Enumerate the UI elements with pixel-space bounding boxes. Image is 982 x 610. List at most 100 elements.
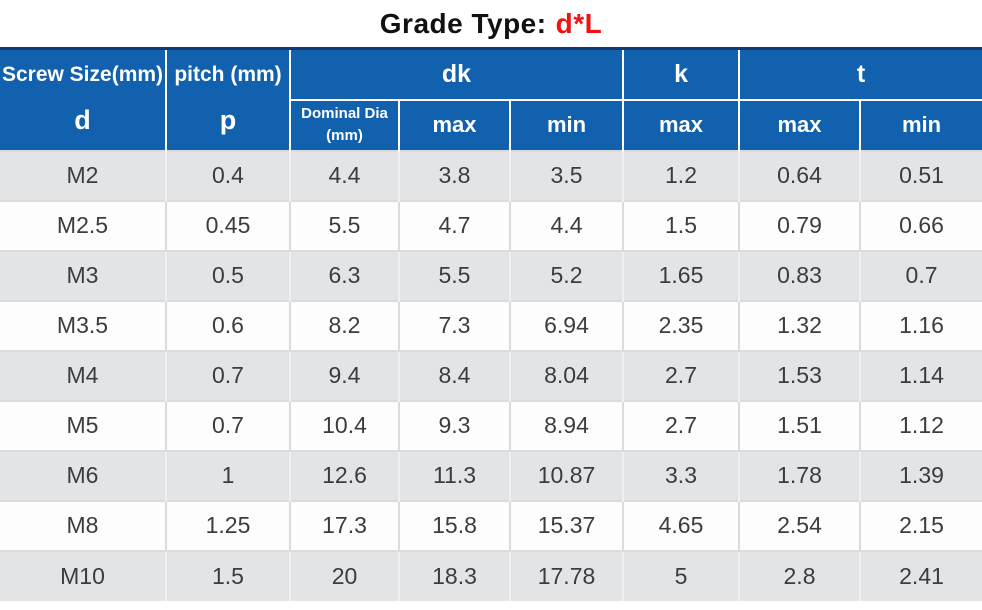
cell: 1.39 [859, 449, 982, 501]
table-row: M6 1 12.6 11.3 10.87 3.3 1.78 1.39 [0, 449, 982, 501]
cell: 18.3 [398, 549, 510, 601]
screw-spec-table: Screw Size(mm) d pitch (mm) p dk k t [0, 47, 982, 601]
header-screw-size-label: Screw Size(mm) [1, 63, 164, 87]
cell: 6.3 [289, 249, 399, 301]
page-title-grade-value: d*L [555, 7, 603, 39]
cell: 3.8 [398, 149, 510, 201]
cell: 17.3 [289, 499, 399, 551]
cell: 4.65 [622, 499, 740, 551]
cell: 1.14 [859, 349, 982, 401]
cell: 0.83 [738, 249, 861, 301]
header-cell-screw-size: Screw Size(mm) d [0, 48, 166, 151]
table-header: Screw Size(mm) d pitch (mm) p dk k t [0, 48, 982, 151]
cell: 0.7 [165, 349, 290, 401]
cell: 1.16 [859, 299, 982, 351]
cell: 2.7 [622, 349, 740, 401]
cell: 1 [165, 449, 290, 501]
cell: 5 [622, 549, 740, 601]
cell: 0.64 [738, 149, 861, 201]
cell: 0.6 [165, 299, 290, 351]
cell: 7.3 [398, 299, 510, 351]
cell: 0.4 [165, 149, 290, 201]
cell: 2.54 [738, 499, 861, 551]
table-body: M2 0.4 4.4 3.8 3.5 1.2 0.64 0.51 M2.5 0.45 5.5 4.7 4… [0, 149, 982, 601]
table-row: M2 0.4 4.4 3.8 3.5 1.2 0.64 0.51 [0, 149, 982, 201]
cell: 10.87 [508, 449, 624, 501]
cell: 9.3 [398, 399, 510, 451]
header-p-label: p [219, 105, 237, 136]
header-cell-t-max: max [738, 98, 861, 151]
cell: 3.5 [508, 149, 624, 201]
cell: 2.8 [738, 549, 861, 601]
header-cell-dk-min: min [508, 98, 624, 151]
cell: 4.4 [508, 199, 624, 251]
cell: M2 [0, 149, 166, 201]
cell: 1.5 [622, 199, 740, 251]
cell: 1.65 [622, 249, 740, 301]
table-row: M4 0.7 9.4 8.4 8.04 2.7 1.53 1.14 [0, 349, 982, 401]
cell: M10 [0, 549, 166, 601]
table-row: M3 0.5 6.3 5.5 5.2 1.65 0.83 0.7 [0, 249, 982, 301]
header-cell-t-min: min [859, 98, 982, 151]
header-cell-dk-group: dk [288, 48, 624, 100]
cell: 0.5 [165, 249, 290, 301]
page-title: Grade Type: d*L [0, 0, 982, 47]
cell: 1.25 [165, 499, 290, 551]
cell: 2.35 [622, 299, 740, 351]
cell: 17.78 [508, 549, 624, 601]
cell: 11.3 [398, 449, 510, 501]
cell: 20 [289, 549, 399, 601]
header-row-subcolumns: Dominal Dia (mm) max min max max min [0, 98, 982, 151]
cell: 10.4 [289, 399, 399, 451]
cell: 2.7 [622, 399, 740, 451]
cell: 1.12 [859, 399, 982, 451]
header-cell-dominal-dia: Dominal Dia (mm) [289, 98, 399, 151]
cell: M6 [0, 449, 166, 501]
header-d-label: d [74, 105, 91, 136]
cell: 5.2 [508, 249, 624, 301]
cell: 6.94 [508, 299, 624, 351]
cell: 8.94 [508, 399, 624, 451]
cell: M3 [0, 249, 166, 301]
cell: M5 [0, 399, 166, 451]
cell: 5.5 [289, 199, 399, 251]
cell: 0.79 [738, 199, 861, 251]
table-row: M2.5 0.45 5.5 4.7 4.4 1.5 0.79 0.66 [0, 199, 982, 251]
cell: M4 [0, 349, 166, 401]
cell: 8.2 [289, 299, 399, 351]
page-title-label: Grade Type: [379, 7, 547, 39]
cell: 1.2 [622, 149, 740, 201]
cell: 9.4 [289, 349, 399, 401]
cell: 2.15 [859, 499, 982, 551]
cell: 15.8 [398, 499, 510, 551]
dominal-dia-line2: (mm) [326, 127, 363, 144]
header-cell-t-group: t [738, 48, 982, 100]
cell: 1.5 [165, 549, 290, 601]
header-row-groups: Screw Size(mm) d pitch (mm) p dk k t [0, 48, 982, 151]
cell: 1.78 [738, 449, 861, 501]
cell: 0.51 [859, 149, 982, 201]
cell: 8.4 [398, 349, 510, 401]
cell: 0.45 [165, 199, 290, 251]
cell: 1.32 [738, 299, 861, 351]
header-pitch-label: pitch (mm) [174, 63, 282, 87]
cell: M8 [0, 499, 166, 551]
cell: 8.04 [508, 349, 624, 401]
table-row: M10 1.5 20 18.3 17.78 5 2.8 2.41 [0, 549, 982, 601]
header-cell-pitch: pitch (mm) p [165, 48, 290, 151]
header-cell-k-group: k [622, 48, 740, 100]
dominal-dia-line1: Dominal Dia [301, 105, 388, 123]
cell: M3.5 [0, 299, 166, 351]
cell: 1.53 [738, 349, 861, 401]
cell: 15.37 [508, 499, 624, 551]
table-row: M5 0.7 10.4 9.3 8.94 2.7 1.51 1.12 [0, 399, 982, 451]
cell: 0.7 [165, 399, 290, 451]
cell: 5.5 [398, 249, 510, 301]
table-row: M8 1.25 17.3 15.8 15.37 4.65 2.54 2.15 [0, 499, 982, 551]
cell: 0.7 [859, 249, 982, 301]
table-row: M3.5 0.6 8.2 7.3 6.94 2.35 1.32 1.16 [0, 299, 982, 351]
header-cell-dk-max: max [398, 98, 510, 151]
header-cell-k-max: max [622, 98, 740, 151]
cell: 2.41 [859, 549, 982, 601]
